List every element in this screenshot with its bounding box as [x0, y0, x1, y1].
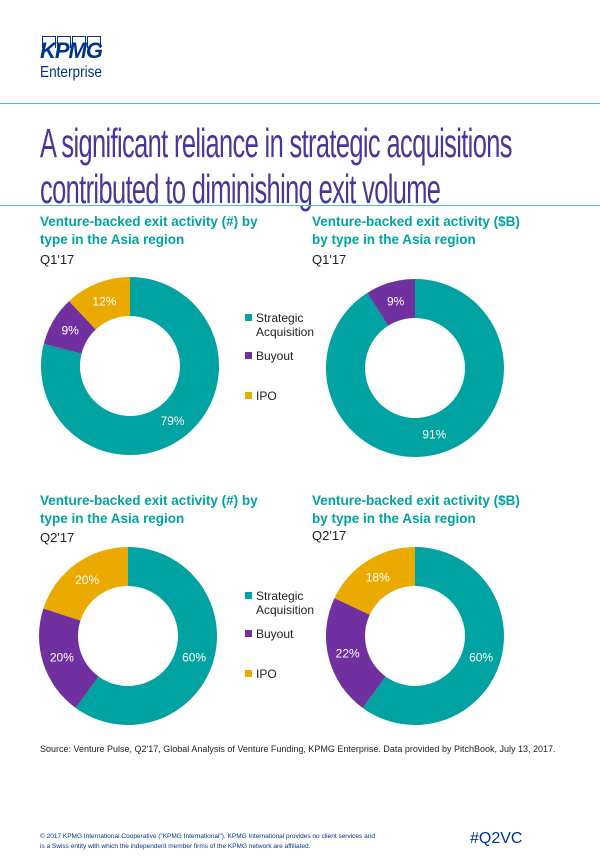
legend-swatch [245, 630, 252, 637]
data-label: 22% [336, 646, 360, 660]
legend-swatch [245, 392, 252, 399]
chart-title-4: Venture-backed exit activity ($B) by type… [312, 493, 520, 526]
chart-period-2: Q1'17 [312, 252, 347, 267]
data-label: 9% [387, 294, 405, 308]
data-label: 60% [182, 650, 206, 664]
legend-item-ipo: IPO [245, 389, 277, 403]
donut-slice-ipo [69, 277, 130, 330]
data-label: 18% [366, 570, 390, 584]
donut-slice-buyout [367, 279, 415, 326]
legend-swatch [245, 670, 252, 677]
copyright: © 2017 KPMG International Cooperative ("… [40, 833, 375, 850]
donut-slice-ipo [43, 547, 128, 621]
donut-slice-strategic-acquisition [362, 547, 505, 725]
legend-item-strategic: Strategic Acquisition [245, 589, 326, 617]
data-label: 20% [50, 650, 74, 664]
source-note: Source: Venture Pulse, Q2'17, Global Ana… [40, 744, 556, 754]
chart-title-3: Venture-backed exit activity (#) by type … [40, 493, 258, 526]
page-title: A significant reliance in strategic acqu… [40, 120, 586, 212]
title-line-2: contributed to diminishing exit volume [40, 166, 441, 212]
chart-period-1: Q1'17 [40, 252, 75, 267]
legend-item-strategic: Strategic Acquisition [245, 311, 326, 339]
chart-period-4: Q2'17 [312, 528, 347, 543]
kpmg-logo: KPMG Enterprise [40, 36, 113, 82]
hashtag: #Q2VC [470, 830, 523, 847]
legend-item-buyout: Buyout [245, 627, 293, 641]
legend-item-ipo: IPO [245, 667, 277, 681]
data-label: 79% [161, 414, 185, 428]
divider [0, 103, 600, 104]
donut-slice-ipo [334, 547, 415, 615]
legend-swatch [245, 592, 252, 599]
legend-swatch [245, 352, 252, 359]
data-label: 12% [92, 294, 116, 308]
legend-swatch [245, 314, 252, 321]
logo-brand: KPMG [40, 38, 103, 63]
donut-slice-buyout [39, 608, 99, 709]
divider [0, 205, 600, 206]
donut-slice-buyout [43, 301, 96, 354]
donut-slice-buyout [326, 598, 386, 709]
data-label: 20% [75, 573, 99, 587]
data-label: 60% [469, 650, 493, 664]
title-line-1: A significant reliance in strategic acqu… [40, 120, 512, 166]
donut-slice-strategic-acquisition [41, 277, 220, 456]
chart-title-2: Venture-backed exit activity ($B) by type… [312, 214, 520, 247]
chart-title-1: Venture-backed exit activity (#) by type … [40, 214, 258, 247]
donut-slice-strategic-acquisition [75, 547, 218, 726]
logo-boxes [42, 36, 113, 48]
donut-slice-strategic-acquisition [326, 279, 505, 457]
chart-period-3: Q2'17 [40, 530, 75, 545]
legend-item-buyout: Buyout [245, 349, 293, 363]
data-label: 91% [422, 428, 446, 442]
logo-sub: Enterprise [40, 64, 102, 81]
data-label: 9% [62, 324, 80, 338]
